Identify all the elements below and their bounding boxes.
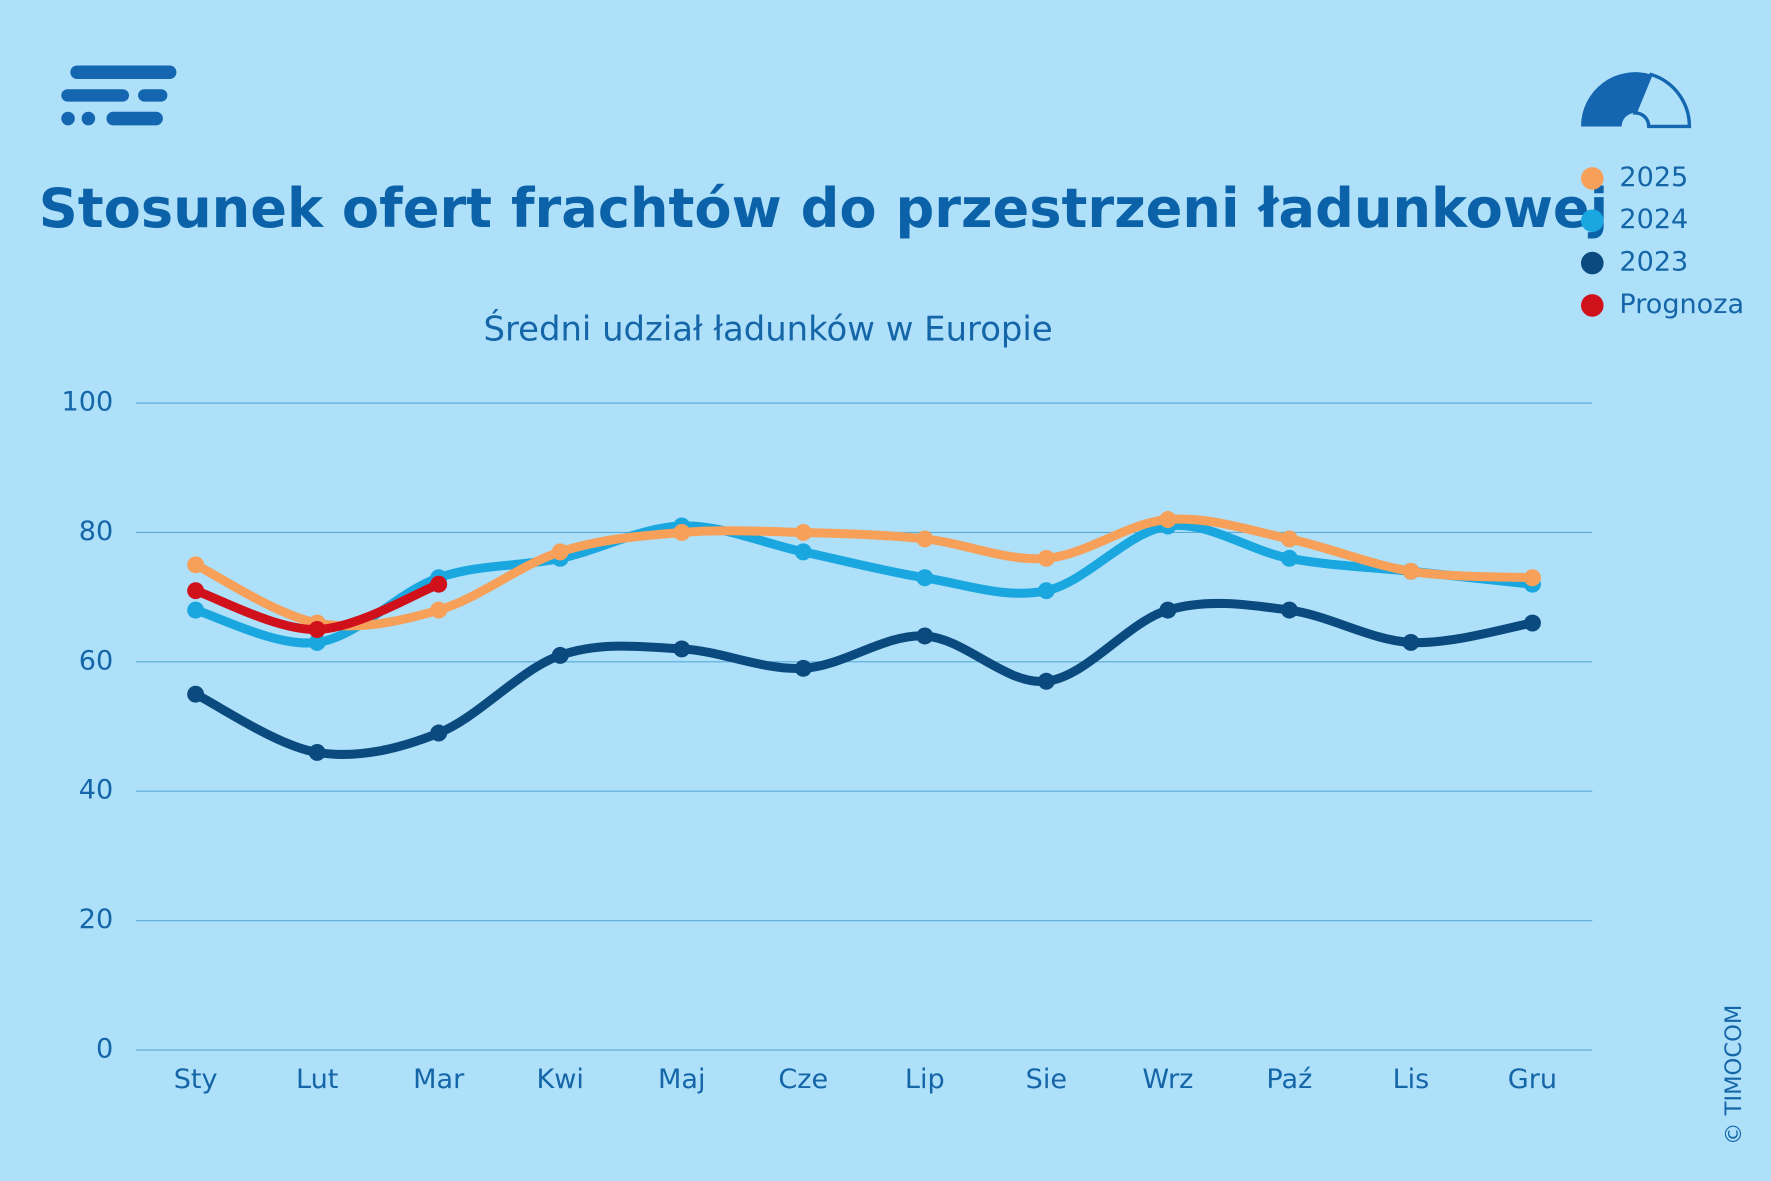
data-point [1523, 614, 1541, 632]
y-tick-label: 20 [79, 904, 113, 935]
y-tick-label: 100 [62, 387, 114, 418]
legend-label: Prognoza [1619, 289, 1744, 320]
x-tick-label: Sie [1026, 1064, 1067, 1095]
x-tick-label: Wrz [1142, 1064, 1193, 1095]
y-tick-label: 80 [79, 516, 113, 547]
legend-label: 2025 [1619, 162, 1688, 193]
x-tick-label: Lut [296, 1064, 338, 1095]
data-point [794, 523, 812, 541]
data-point [1280, 530, 1298, 548]
data-point [1523, 569, 1541, 587]
data-point [308, 743, 326, 761]
legend-marker [1581, 251, 1604, 275]
data-point [794, 659, 812, 677]
data-point [1280, 601, 1298, 619]
data-point [673, 640, 691, 658]
series-line [191, 514, 1537, 631]
x-tick-label: Cze [778, 1064, 828, 1095]
data-point [794, 543, 812, 561]
y-tick-label: 40 [79, 775, 113, 806]
legend-marker [1581, 167, 1604, 190]
y-tick-label: 60 [79, 645, 113, 676]
x-tick-label: Gru [1508, 1064, 1557, 1095]
data-point [430, 601, 448, 619]
x-tick-label: Paź [1266, 1064, 1312, 1095]
chart-subtitle: Średni udział ładunków w Europie [483, 308, 1052, 348]
data-point [1280, 549, 1298, 567]
legend-label: 2024 [1619, 204, 1688, 235]
data-point [551, 646, 569, 664]
data-point [187, 685, 205, 703]
chart-title: Stosunek ofert frachtów do przestrzeni ł… [39, 177, 1609, 240]
data-point [430, 724, 448, 742]
x-tick-label: Lis [1393, 1064, 1430, 1095]
legend-label: 2023 [1619, 247, 1688, 278]
series-line [191, 520, 1537, 648]
data-point [187, 582, 205, 600]
x-tick-label: Kwi [537, 1064, 584, 1095]
data-point [1402, 562, 1420, 580]
series-line [191, 598, 1537, 759]
data-point [916, 627, 934, 645]
data-point [673, 523, 691, 541]
data-point [1037, 582, 1055, 600]
data-point [916, 530, 934, 548]
copyright: © TIMOCOM [1721, 1005, 1747, 1145]
x-tick-label: Maj [658, 1064, 705, 1095]
legend-marker [1581, 209, 1604, 233]
data-point [916, 569, 934, 587]
x-tick-label: Sty [174, 1064, 218, 1095]
data-point [187, 556, 205, 574]
legend-marker [1581, 294, 1604, 317]
y-tick-label: 0 [96, 1034, 113, 1065]
data-point [1037, 672, 1055, 690]
logo [61, 65, 177, 126]
data-point [1037, 549, 1055, 567]
data-point [1159, 601, 1177, 619]
data-point [1402, 633, 1420, 651]
x-tick-label: Lip [905, 1064, 945, 1095]
x-tick-label: Mar [413, 1064, 465, 1095]
data-point [551, 543, 569, 561]
data-point [308, 621, 326, 638]
data-point [1159, 511, 1177, 528]
data-point [308, 633, 326, 651]
gauge-icon [1581, 72, 1692, 129]
data-point [430, 575, 448, 593]
data-point [187, 601, 205, 619]
